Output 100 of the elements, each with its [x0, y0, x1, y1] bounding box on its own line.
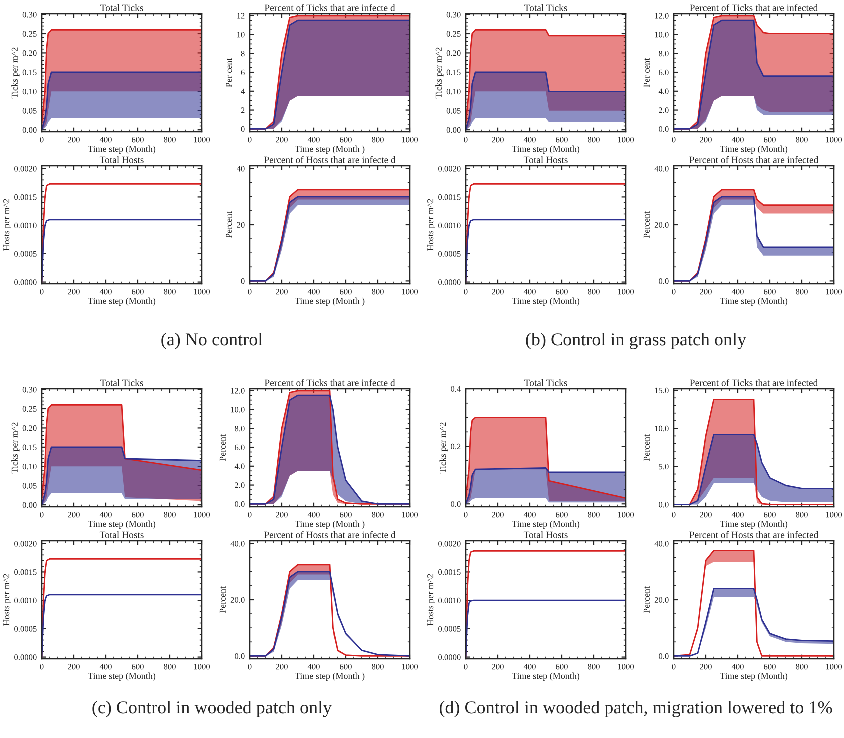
x-tick-label: 200	[276, 137, 288, 143]
x-tick-label: 200	[276, 512, 288, 518]
x-tick-label: 600	[556, 137, 568, 143]
chart-title: Total Hosts	[524, 531, 568, 538]
y-tick-label: 8	[241, 51, 245, 57]
x-tick-label: 0	[40, 137, 44, 143]
chart-title: Total Ticks	[524, 379, 568, 386]
y-axis-title: Percent	[644, 586, 650, 614]
x-tick-label: 400	[524, 289, 536, 295]
x-axis-title: Time step (Month)	[88, 520, 156, 529]
y-tick-label: 0.0000	[438, 280, 461, 286]
x-tick-label: 200	[276, 664, 288, 670]
chart-title: Total Hosts	[100, 156, 144, 164]
x-tick-label: 800	[588, 137, 600, 143]
y-axis-title: Percent	[644, 212, 650, 238]
y-tick-label: 0.0005	[438, 251, 461, 257]
y-tick-label: 20.0	[654, 597, 669, 604]
y-tick-label: 8.0	[659, 51, 669, 57]
y-axis-title: Ticks per m^2	[12, 422, 20, 474]
x-tick-label: 1000	[618, 289, 634, 295]
x-tick-label: 200	[68, 137, 80, 143]
x-tick-label: 1000	[194, 289, 210, 295]
chart-title: Total Ticks	[100, 4, 144, 12]
y-tick-label: 0.10	[22, 88, 37, 95]
x-tick-label: 600	[764, 512, 776, 518]
text: (b) Control in grass patch only	[526, 333, 746, 350]
x-tick-label: 800	[588, 664, 600, 670]
y-axis-title: Hosts per m^2	[4, 574, 12, 626]
y-tick-label: 0.05	[22, 483, 37, 489]
x-tick-label: 600	[340, 512, 352, 518]
x-tick-label: 200	[492, 664, 504, 670]
x-axis-title: Time step (Month)	[88, 146, 156, 154]
x-tick-label: 600	[132, 289, 144, 295]
y-tick-label: 4	[241, 88, 246, 94]
y-tick-label: 0.05	[446, 108, 461, 114]
x-tick-label: 400	[732, 512, 744, 518]
y-axis-title: Percent	[644, 434, 650, 462]
x-axis-title: Time step (Month)	[88, 672, 156, 681]
x-tick-label: 1000	[402, 664, 418, 670]
y-tick-label: 40.0	[230, 541, 245, 547]
x-tick-label: 200	[700, 289, 712, 295]
y-tick-label: 12.0	[655, 13, 669, 19]
x-tick-label: 400	[308, 664, 320, 670]
y-tick-label: 0	[241, 126, 245, 132]
y-axis-title: Percent	[226, 212, 232, 238]
y-tick-label: 0.05	[22, 108, 37, 114]
x-tick-label: 800	[164, 289, 176, 295]
x-tick-label: 800	[372, 289, 384, 295]
chart-title: Total Hosts	[524, 156, 568, 164]
y-tick-label: 0.0005	[14, 626, 37, 632]
x-tick-label: 0	[672, 664, 676, 670]
x-tick-label: 800	[164, 137, 176, 143]
y-tick-label: 0.0	[659, 502, 669, 508]
y-tick-label: 12.0	[231, 388, 245, 394]
x-tick-label: 800	[796, 664, 808, 670]
y-tick-label: 15.0	[655, 388, 669, 394]
x-tick-label: 1000	[826, 289, 842, 295]
x-tick-label: 400	[100, 137, 112, 143]
y-tick-label: 0.0005	[438, 626, 461, 632]
x-axis-title: Time step (Month)	[720, 146, 788, 154]
y-axis-title: Hosts per m^2	[428, 574, 436, 626]
x-tick-label: 0	[672, 289, 676, 295]
x-axis-title: Time step (Month)	[720, 672, 788, 681]
x-tick-label: 200	[276, 289, 288, 295]
y-tick-label: 0.30	[446, 12, 461, 18]
chart-title: Percent of Hosts that are infected	[690, 531, 819, 538]
x-tick-label: 0	[672, 137, 676, 143]
y-tick-label: 0.00	[446, 127, 461, 134]
y-tick-label: 0	[241, 278, 245, 284]
x-tick-label: 1000	[826, 664, 842, 670]
y-tick-label: 0.20	[22, 426, 37, 432]
y-axis-title: Per cent	[644, 58, 650, 88]
chart-title: Percent of Ticks that are infecte d	[264, 379, 396, 386]
y-tick-label: 0.0010	[438, 598, 461, 604]
y-tick-label: 6	[241, 70, 245, 76]
y-tick-label: 0.10	[446, 88, 461, 95]
y-tick-label: 0.10	[22, 464, 37, 470]
chart-title: Percent of Ticks that are infected	[690, 379, 818, 386]
x-tick-label: 0	[248, 512, 252, 518]
y-axis-title: Ticks per m^2	[436, 48, 444, 99]
y-tick-label: 0.00	[22, 127, 37, 134]
y-tick-label: 10.0	[231, 407, 245, 413]
x-tick-label: 200	[492, 289, 504, 295]
y-tick-label: 0.0015	[14, 570, 37, 576]
y-tick-label: 6.0	[659, 70, 669, 76]
x-tick-label: 1000	[194, 137, 210, 143]
x-tick-label: 0	[248, 664, 252, 670]
chart-title: Percent of Ticks that are infecte d	[264, 4, 396, 12]
x-tick-label: 800	[588, 289, 600, 295]
y-tick-label: 0.0	[451, 501, 461, 508]
x-tick-label: 600	[340, 137, 352, 143]
y-tick-label: 0.30	[22, 12, 37, 18]
x-tick-label: 400	[100, 512, 112, 518]
y-tick-label: 0.0	[659, 126, 669, 132]
x-tick-label: 400	[732, 289, 744, 295]
x-tick-label: 200	[492, 137, 504, 143]
y-tick-label: 0.20	[446, 50, 461, 56]
x-tick-label: 800	[372, 664, 384, 670]
y-tick-label: 0.0	[659, 278, 669, 284]
x-tick-label: 600	[340, 664, 352, 670]
